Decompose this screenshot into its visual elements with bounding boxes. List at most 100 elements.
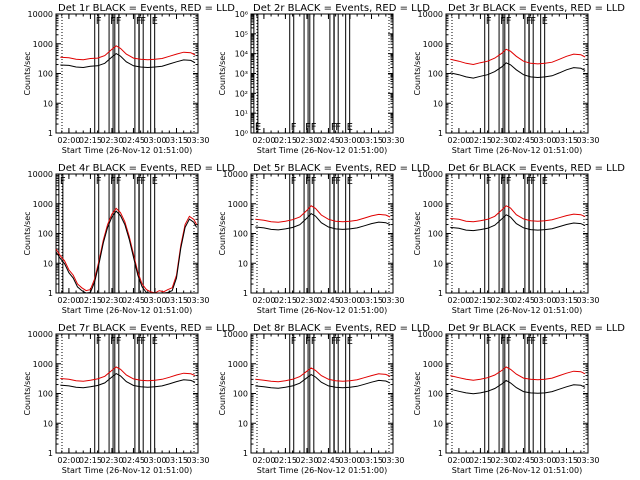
- flag-label: F: [291, 336, 297, 347]
- flag-label: F: [96, 16, 102, 27]
- chart-title: Det 9r BLACK = Events, RED = LLD: [448, 323, 625, 334]
- lld-series-line: [450, 366, 586, 381]
- flag-label: E: [152, 336, 158, 347]
- lld-series-line: [450, 48, 586, 66]
- y-tick-label: 100: [233, 230, 248, 239]
- lld-series-line: [60, 45, 196, 61]
- x-axis-label: Start Time (26-Nov-12 01:51:00): [257, 466, 387, 475]
- plot-frame: [55, 13, 199, 134]
- x-axis-label: Start Time (26-Nov-12 01:51:00): [452, 146, 582, 155]
- x-tick-label: 02:00: [252, 296, 275, 305]
- y-axis-label: Counts/sec: [23, 371, 32, 415]
- lld-series-line: [60, 366, 196, 382]
- y-tick-label: 1000: [423, 40, 443, 49]
- y-axis-label: Counts/sec: [23, 211, 32, 255]
- x-tick-label: 02:00: [57, 296, 80, 305]
- x-tick-label: 02:15: [469, 296, 492, 305]
- x-tick-label: 02:15: [274, 296, 297, 305]
- flag-label: E: [542, 16, 548, 27]
- y-tick-label: 10: [433, 259, 443, 268]
- flag-label: F: [60, 176, 66, 187]
- y-tick-label: 10⁴: [235, 50, 248, 59]
- y-tick-label: 10000: [418, 170, 443, 179]
- lld-series-line: [450, 205, 586, 223]
- chart-panel-3: Det 3r BLACK = Events, RED = LLD 1 10 100 10…: [413, 3, 625, 155]
- y-tick-label: 100: [428, 70, 443, 79]
- y-axis-label: Counts/sec: [413, 51, 422, 95]
- y-tick-label: 10: [238, 259, 248, 268]
- y-tick-label: 1: [243, 289, 248, 298]
- x-tick-label: 03:30: [186, 456, 209, 465]
- x-tick-label: 03:00: [338, 136, 361, 145]
- y-tick-label: 10: [43, 419, 53, 428]
- x-tick-label: 02:30: [295, 456, 318, 465]
- flag-label: F: [140, 16, 146, 27]
- x-axis-label: Start Time (26-Nov-12 01:51:00): [257, 146, 387, 155]
- y-tick-label: 1000: [228, 200, 248, 209]
- flag-label: F: [506, 16, 512, 27]
- chart-title: Det 8r BLACK = Events, RED = LLD: [253, 323, 430, 334]
- flag-label: E: [542, 176, 548, 187]
- flag-label: F: [110, 176, 116, 187]
- x-tick-label: 03:30: [186, 296, 209, 305]
- x-tick-label: 02:30: [490, 456, 513, 465]
- x-axis-label: Start Time (26-Nov-12 01:51:00): [257, 306, 387, 315]
- plot-frame: [55, 333, 199, 454]
- x-tick-label: 02:15: [79, 296, 102, 305]
- x-axis-label: Start Time (26-Nov-12 01:51:00): [62, 466, 192, 475]
- chart-title: Det 5r BLACK = Events, RED = LLD: [253, 163, 430, 174]
- x-tick-label: 03:30: [576, 136, 599, 145]
- chart-panel-8: Det 8r BLACK = Events, RED = LLD 1 10 100 10…: [218, 323, 430, 475]
- flag-label: F: [335, 176, 341, 187]
- flag-label: E: [347, 336, 353, 347]
- plot-frame: [250, 13, 394, 134]
- y-axis-label: Counts/sec: [413, 211, 422, 255]
- flag-label: F: [486, 16, 492, 27]
- y-axis-label: Counts/sec: [218, 211, 227, 255]
- y-tick-label: 10⁰: [235, 129, 248, 138]
- chart-title: Det 7r BLACK = Events, RED = LLD: [58, 323, 235, 334]
- flag-label: F: [335, 122, 341, 133]
- x-tick-label: 03:15: [555, 456, 578, 465]
- x-tick-label: 03:30: [576, 296, 599, 305]
- events-series-line: [255, 374, 391, 389]
- flag-label: F: [311, 122, 317, 133]
- y-tick-label: 1: [48, 129, 53, 138]
- events-series-line: [255, 212, 391, 231]
- flag-label: F: [486, 336, 492, 347]
- events-series-line: [450, 379, 586, 395]
- flag-label: E: [347, 122, 353, 133]
- y-tick-label: 10000: [28, 170, 53, 179]
- lld-series-line: [255, 205, 391, 223]
- x-tick-label: 03:30: [186, 136, 209, 145]
- chart-title: Det 6r BLACK = Events, RED = LLD: [448, 163, 625, 174]
- y-tick-label: 1000: [33, 360, 53, 369]
- x-tick-label: 02:45: [122, 456, 145, 465]
- plot-frame: [445, 173, 589, 294]
- y-tick-label: 1: [438, 129, 443, 138]
- events-series-line: [60, 52, 196, 69]
- chart-panel-6: Det 6r BLACK = Events, RED = LLD 1 10 100 10…: [413, 163, 625, 315]
- y-tick-label: 10000: [28, 330, 53, 339]
- y-tick-label: 10: [43, 99, 53, 108]
- chart-panel-7: Det 7r BLACK = Events, RED = LLD 1 10 100 10…: [23, 323, 235, 475]
- y-tick-label: 10²: [235, 89, 248, 98]
- x-tick-label: 03:15: [360, 296, 383, 305]
- y-tick-label: 100: [233, 390, 248, 399]
- y-tick-label: 1: [48, 289, 53, 298]
- lld-series-line: [255, 367, 391, 383]
- y-tick-label: 100: [428, 230, 443, 239]
- x-tick-label: 02:45: [512, 296, 535, 305]
- flag-label: F: [96, 336, 102, 347]
- flag-label: F: [116, 336, 122, 347]
- x-tick-label: 02:00: [57, 456, 80, 465]
- y-tick-label: 10: [433, 99, 443, 108]
- flag-label: F: [305, 336, 311, 347]
- x-tick-label: 02:15: [79, 456, 102, 465]
- x-tick-label: 03:30: [381, 456, 404, 465]
- y-tick-label: 10³: [235, 70, 248, 79]
- y-tick-label: 100: [38, 70, 53, 79]
- flag-label: F: [140, 176, 146, 187]
- x-axis-label: Start Time (26-Nov-12 01:51:00): [452, 306, 582, 315]
